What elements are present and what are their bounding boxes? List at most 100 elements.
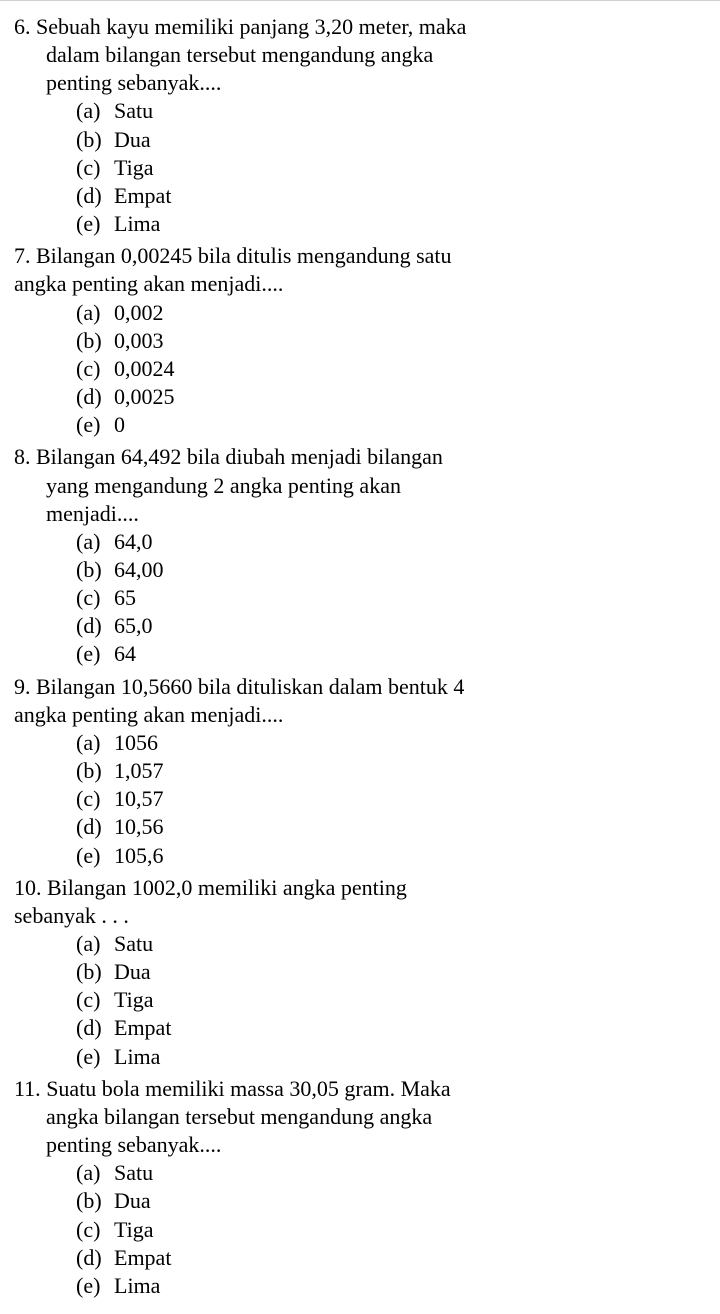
question-number: 9.	[14, 674, 36, 699]
option-b: (b)64,00	[76, 556, 706, 584]
option-text: Dua	[114, 126, 151, 154]
question-line-text: Suatu bola memiliki massa 30,05 gram. Ma…	[46, 1076, 451, 1101]
option-b: (b)Dua	[76, 1187, 706, 1215]
option-text: Tiga	[114, 1216, 154, 1244]
option-text: Dua	[114, 958, 151, 986]
option-e: (e)105,6	[76, 842, 706, 870]
option-text: 10,57	[114, 785, 164, 813]
option-label: (d)	[76, 182, 114, 210]
option-text: 64,0	[114, 528, 153, 556]
question-text-line: penting sebanyak....	[14, 69, 706, 97]
option-text: Tiga	[114, 986, 154, 1014]
option-e: (e)Lima	[76, 1272, 706, 1300]
option-label: (e)	[76, 1043, 114, 1071]
options-list: (a)Satu(b)Dua(c)Tiga(d)Empat(e)Lima	[14, 930, 706, 1071]
option-text: Lima	[114, 210, 160, 238]
option-label: (c)	[76, 584, 114, 612]
option-text: Empat	[114, 1014, 171, 1042]
question-number: 7.	[14, 243, 36, 268]
option-text: Satu	[114, 930, 153, 958]
option-label: (e)	[76, 842, 114, 870]
option-label: (c)	[76, 986, 114, 1014]
option-text: 1,057	[114, 757, 164, 785]
option-d: (d)65,0	[76, 612, 706, 640]
option-label: (a)	[76, 930, 114, 958]
options-list: (a)64,0(b)64,00(c)65(d)65,0(e)64	[14, 528, 706, 669]
option-text: 64	[114, 640, 136, 668]
option-text: Lima	[114, 1043, 160, 1071]
option-label: (e)	[76, 210, 114, 238]
question-line-text: Bilangan 0,00245 bila ditulis mengandung…	[36, 243, 452, 268]
option-label: (c)	[76, 1216, 114, 1244]
option-text: Satu	[114, 97, 153, 125]
option-text: 0,0025	[114, 383, 175, 411]
option-text: 65,0	[114, 612, 153, 640]
question-text-line: 7. Bilangan 0,00245 bila ditulis mengand…	[14, 242, 706, 270]
option-d: (d)0,0025	[76, 383, 706, 411]
question-number: 10.	[14, 875, 47, 900]
question-text-line: 9. Bilangan 10,5660 bila dituliskan dala…	[14, 673, 706, 701]
option-label: (a)	[76, 729, 114, 757]
option-c: (c)0,0024	[76, 355, 706, 383]
question-6: 6. Sebuah kayu memiliki panjang 3,20 met…	[14, 13, 706, 238]
option-e: (e)Lima	[76, 1043, 706, 1071]
option-text: 64,00	[114, 556, 164, 584]
option-text: Dua	[114, 1187, 151, 1215]
options-list: (a)1056(b)1,057(c)10,57(d)10,56(e)105,6	[14, 729, 706, 870]
option-label: (e)	[76, 411, 114, 439]
option-a: (a)Satu	[76, 930, 706, 958]
option-text: 0,002	[114, 299, 164, 327]
question-line-text: Bilangan 10,5660 bila dituliskan dalam b…	[36, 674, 464, 699]
option-d: (d)Empat	[76, 182, 706, 210]
question-text-line: yang mengandung 2 angka penting akan	[14, 472, 706, 500]
question-text-line: 6. Sebuah kayu memiliki panjang 3,20 met…	[14, 13, 706, 41]
option-label: (a)	[76, 528, 114, 556]
question-text-line: penting sebanyak....	[14, 1131, 706, 1159]
question-line-text: Bilangan 64,492 bila diubah menjadi bila…	[36, 444, 443, 469]
option-text: 10,56	[114, 813, 164, 841]
question-text-line: angka bilangan tersebut mengandung angka	[14, 1103, 706, 1131]
option-text: Empat	[114, 1244, 171, 1272]
option-label: (b)	[76, 1187, 114, 1215]
question-number: 11.	[14, 1076, 46, 1101]
option-d: (d)Empat	[76, 1014, 706, 1042]
options-list: (a)Satu(b)Dua(c)Tiga(d)Empat(e)Lima	[14, 1159, 706, 1300]
question-number: 8.	[14, 444, 36, 469]
option-label: (e)	[76, 640, 114, 668]
option-b: (b)Dua	[76, 958, 706, 986]
question-text-line: sebanyak . . .	[14, 902, 706, 930]
option-c: (c)Tiga	[76, 1216, 706, 1244]
option-e: (e)64	[76, 640, 706, 668]
question-text-line: menjadi....	[14, 500, 706, 528]
option-label: (b)	[76, 757, 114, 785]
option-a: (a)0,002	[76, 299, 706, 327]
question-7: 7. Bilangan 0,00245 bila ditulis mengand…	[14, 242, 706, 439]
question-text-line: 11. Suatu bola memiliki massa 30,05 gram…	[14, 1075, 706, 1103]
option-c: (c)65	[76, 584, 706, 612]
option-label: (b)	[76, 958, 114, 986]
question-number: 6.	[14, 14, 36, 39]
option-label: (a)	[76, 299, 114, 327]
questions-container: 6. Sebuah kayu memiliki panjang 3,20 met…	[14, 13, 706, 1300]
question-text-line: angka penting akan menjadi....	[14, 701, 706, 729]
option-c: (c)Tiga	[76, 154, 706, 182]
option-label: (b)	[76, 556, 114, 584]
question-text-line: 10. Bilangan 1002,0 memiliki angka penti…	[14, 874, 706, 902]
question-8: 8. Bilangan 64,492 bila diubah menjadi b…	[14, 443, 706, 668]
options-list: (a)0,002(b)0,003(c)0,0024(d)0,0025(e)0	[14, 299, 706, 440]
option-a: (a)Satu	[76, 97, 706, 125]
option-text: Lima	[114, 1272, 160, 1300]
option-label: (a)	[76, 97, 114, 125]
option-c: (c)10,57	[76, 785, 706, 813]
option-label: (b)	[76, 126, 114, 154]
option-label: (d)	[76, 612, 114, 640]
option-c: (c)Tiga	[76, 986, 706, 1014]
option-text: 65	[114, 584, 136, 612]
option-label: (c)	[76, 785, 114, 813]
question-9: 9. Bilangan 10,5660 bila dituliskan dala…	[14, 673, 706, 870]
option-text: Tiga	[114, 154, 154, 182]
option-text: 1056	[114, 729, 158, 757]
option-a: (a)Satu	[76, 1159, 706, 1187]
option-label: (d)	[76, 813, 114, 841]
option-text: Satu	[114, 1159, 153, 1187]
